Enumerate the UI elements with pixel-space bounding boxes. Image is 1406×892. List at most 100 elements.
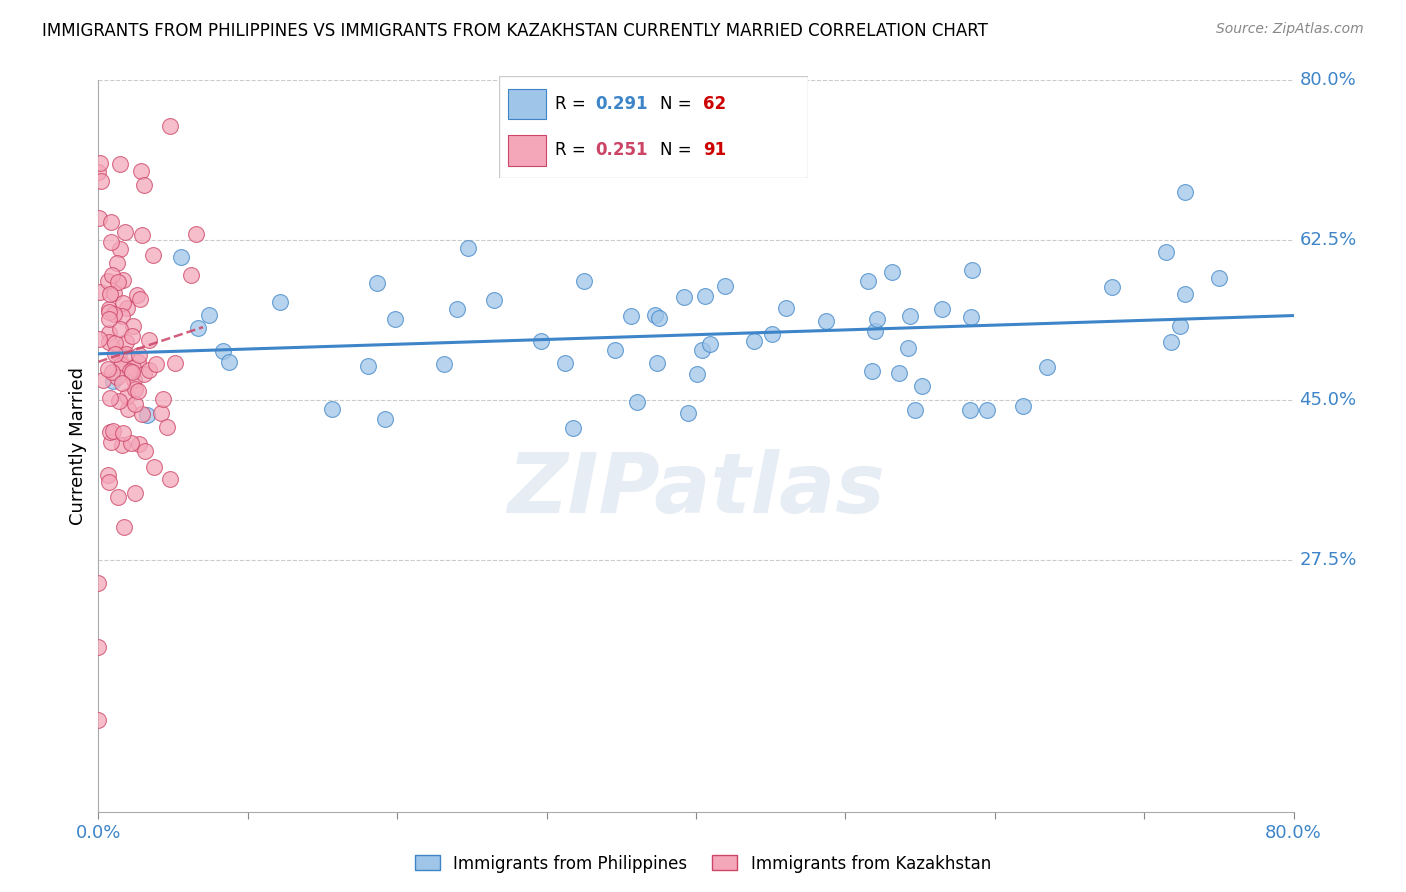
Point [129,164,152,178]
Point [115,389,138,403]
Point [620,309,643,323]
Point [97,468,120,483]
Point [117,401,139,416]
Point [959,403,981,417]
Point [860,364,883,378]
Text: N =: N = [659,141,697,159]
Point [124,485,146,500]
Point [127,384,149,399]
Point [143,460,166,475]
Point [644,308,666,322]
Point [107,369,129,384]
Point [626,394,648,409]
Legend: Immigrants from Philippines, Immigrants from Kazakhstan: Immigrants from Philippines, Immigrants … [408,848,998,880]
Point [104,335,127,350]
Point [218,355,240,369]
Point [108,394,131,409]
Point [713,278,735,293]
Point [114,335,136,350]
Point [97,312,120,326]
Point [357,359,380,374]
Point [124,382,146,396]
Point [159,119,181,133]
Point [107,275,129,289]
Point [960,310,983,324]
Point [856,274,879,288]
Point [114,225,136,239]
Point [98,287,121,301]
Point [120,435,142,450]
Point [98,305,121,319]
Bar [509,88,546,120]
Point [457,241,479,255]
Point [128,292,150,306]
Point [554,356,576,370]
Point [1036,360,1059,375]
Point [108,346,131,360]
Point [110,242,132,256]
Point [120,364,142,378]
Point [170,251,193,265]
Point [101,424,124,438]
Point [910,379,932,393]
Point [132,178,155,193]
Point [98,392,121,406]
Point [91,373,114,387]
Point [89,155,111,169]
Text: R =: R = [555,95,591,113]
Point [180,268,202,282]
Point [100,268,122,282]
Point [98,425,121,439]
Point [482,293,505,307]
Point [775,301,797,316]
Point [87,332,110,346]
Point [145,357,167,371]
Point [100,235,122,249]
Text: 91: 91 [703,141,727,159]
Text: 62: 62 [703,95,727,113]
Text: IMMIGRANTS FROM PHILIPPINES VS IMMIGRANTS FROM KAZAKHSTAN CURRENTLY MARRIED CORR: IMMIGRANTS FROM PHILIPPINES VS IMMIGRANT… [42,22,988,40]
Point [98,326,121,340]
Point [187,320,209,334]
Text: 80.0%: 80.0% [1299,71,1357,89]
Point [111,438,134,452]
Point [562,421,585,435]
Point [103,375,125,389]
Point [97,362,120,376]
Point [1174,287,1197,301]
Point [100,215,122,229]
Point [104,346,127,360]
Point [695,288,717,302]
Point [904,403,927,417]
Point [676,406,699,420]
Point [1101,280,1123,294]
Point [159,472,181,486]
Text: 62.5%: 62.5% [1299,231,1357,249]
Text: ZIPatlas: ZIPatlas [508,450,884,531]
Point [107,490,129,504]
Point [110,358,132,372]
Point [1208,271,1230,285]
Bar [509,135,546,166]
Point [112,273,135,287]
Point [212,344,235,359]
Point [184,227,207,242]
Point [686,367,709,381]
Point [89,285,111,299]
Point [111,425,134,440]
Text: R =: R = [555,141,591,159]
Point [87,640,110,655]
Point [1156,244,1178,259]
Point [138,363,160,377]
Point [1170,319,1192,334]
Point [121,328,143,343]
Point [931,301,953,316]
Point [100,434,122,449]
Point [111,296,134,310]
Point [103,307,125,321]
Point [699,337,721,351]
Point [98,475,121,490]
Text: N =: N = [659,95,697,113]
Point [103,286,125,301]
Point [97,301,120,316]
